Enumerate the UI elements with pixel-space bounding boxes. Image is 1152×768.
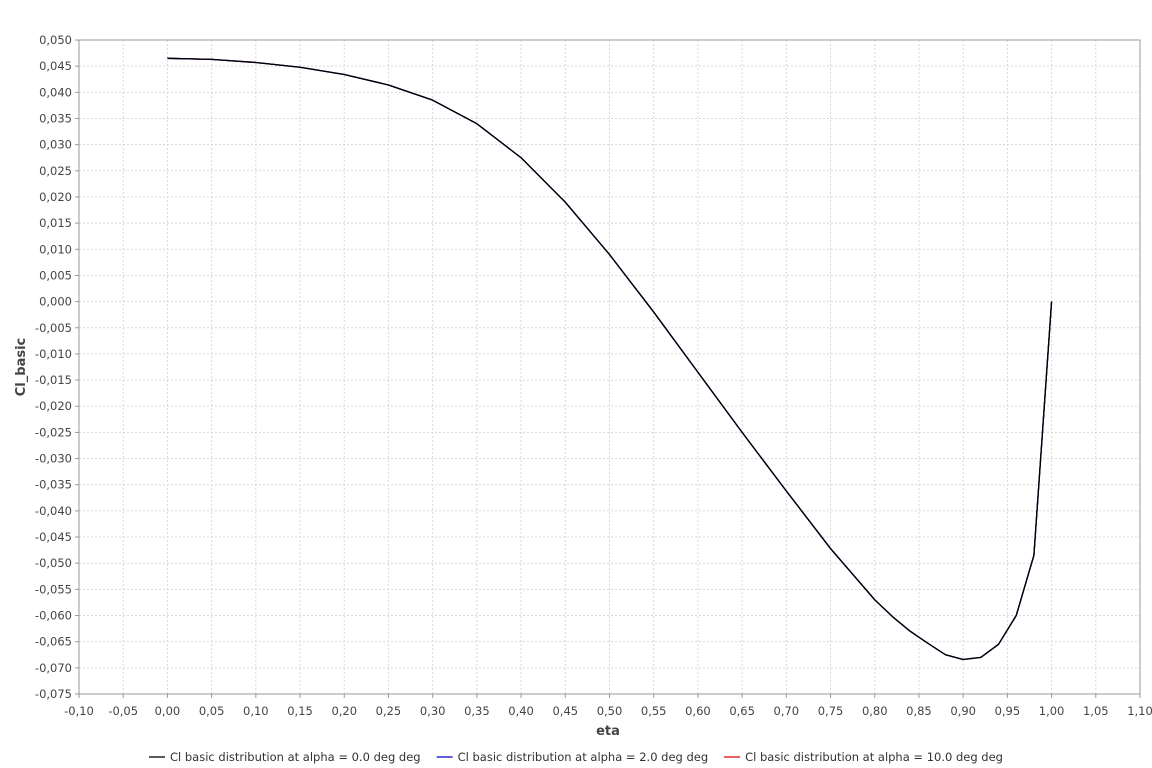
y-tick-label: 0,035 (39, 111, 72, 125)
legend-label: Cl basic distribution at alpha = 0.0 deg… (170, 750, 421, 764)
x-tick-label: 0,65 (729, 704, 755, 718)
x-tick-label: 0,85 (906, 704, 932, 718)
y-tick-label: 0,030 (39, 138, 72, 152)
x-tick-label: 0,05 (199, 704, 225, 718)
x-tick-label: 0,40 (508, 704, 534, 718)
y-tick-label: 0,050 (39, 33, 72, 47)
x-tick-label: 0,00 (155, 704, 181, 718)
x-tick-label: 0,95 (995, 704, 1021, 718)
x-tick-label: 1,05 (1083, 704, 1109, 718)
legend-item: Cl basic distribution at alpha = 0.0 deg… (149, 750, 421, 764)
x-tick-label: 0,50 (597, 704, 623, 718)
legend: Cl basic distribution at alpha = 0.0 deg… (149, 750, 1003, 764)
y-tick-label: -0,020 (35, 399, 72, 413)
x-tick-label: 1,10 (1127, 704, 1152, 718)
x-tick-label: -0,10 (64, 704, 94, 718)
x-tick-label: 1,00 (1039, 704, 1065, 718)
y-tick-label: 0,000 (39, 295, 72, 309)
x-tick-label: 0,75 (818, 704, 844, 718)
y-tick-label: -0,045 (35, 530, 72, 544)
x-axis-title: eta (596, 724, 620, 739)
y-tick-label: -0,035 (35, 478, 72, 492)
x-axis-ticks: -0,10 -0,05 0,00 0,05 0,10 0,15 0,20 0,25 0,30 0,… (64, 694, 1152, 718)
y-axis-ticks: 0,050 0,045 0,040 0,035 0,030 0,025 0,020 0,015… (35, 33, 79, 701)
y-tick-label: -0,075 (35, 687, 72, 701)
y-tick-label: 0,045 (39, 59, 72, 73)
x-tick-label: 0,90 (950, 704, 976, 718)
y-tick-label: -0,055 (35, 582, 72, 596)
y-tick-label: 0,040 (39, 85, 72, 99)
y-tick-label: -0,070 (35, 661, 72, 675)
series-line (167, 57, 1053, 661)
y-tick-label: 0,015 (39, 216, 72, 230)
x-tick-label: 0,15 (287, 704, 313, 718)
y-tick-label: -0,040 (35, 504, 72, 518)
y-tick-label: -0,015 (35, 373, 72, 387)
plot-area (79, 40, 1140, 694)
x-tick-label: 0,10 (243, 704, 269, 718)
x-tick-label: 0,60 (685, 704, 711, 718)
x-tick-label: 0,20 (331, 704, 357, 718)
y-tick-label: 0,020 (39, 190, 72, 204)
legend-item: Cl basic distribution at alpha = 10.0 de… (724, 750, 1003, 764)
legend-label: Cl basic distribution at alpha = 10.0 de… (745, 750, 1003, 764)
y-tick-label: -0,010 (35, 347, 72, 361)
y-tick-label: 0,010 (39, 242, 72, 256)
y-tick-label: -0,025 (35, 425, 72, 439)
x-tick-label: 0,80 (862, 704, 888, 718)
y-tick-label: 0,025 (39, 164, 72, 178)
x-tick-label: 0,70 (774, 704, 800, 718)
y-tick-label: -0,060 (35, 609, 72, 623)
legend-item: Cl basic distribution at alpha = 2.0 deg… (436, 750, 709, 764)
plot-border (78, 39, 1141, 695)
x-tick-label: -0,05 (108, 704, 138, 718)
x-tick-label: 0,25 (376, 704, 402, 718)
y-tick-label: -0,005 (35, 321, 72, 335)
series-lines (167, 57, 1053, 661)
x-tick-label: 0,30 (420, 704, 446, 718)
x-tick-label: 0,35 (464, 704, 490, 718)
y-tick-label: 0,005 (39, 268, 72, 282)
x-tick-label: 0,55 (641, 704, 667, 718)
y-tick-label: -0,065 (35, 635, 72, 649)
y-tick-label: -0,030 (35, 452, 72, 466)
legend-label: Cl basic distribution at alpha = 2.0 deg… (458, 750, 709, 764)
y-tick-label: -0,050 (35, 556, 72, 570)
y-axis-title: Cl_basic (14, 338, 29, 396)
x-tick-label: 0,45 (552, 704, 578, 718)
